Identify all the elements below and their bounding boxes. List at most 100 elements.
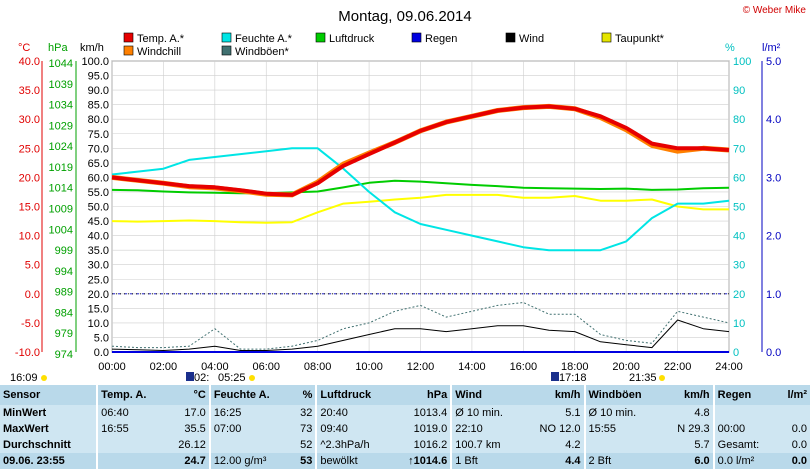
- sunset-time: 21:35: [629, 372, 657, 384]
- temp-tick-label: -5.0: [21, 318, 40, 330]
- pressure-tick-label: 1014: [49, 183, 73, 195]
- header-cell: km/h: [662, 385, 714, 405]
- stats-cell: 73: [300, 423, 313, 435]
- header-cell: l/m²: [776, 385, 810, 405]
- stats-cell: 1016.2: [413, 439, 448, 451]
- stats-cell: 1013.4: [413, 407, 448, 419]
- pressure-tick-label: 1034: [49, 100, 73, 112]
- time-tick-label: 20:00: [612, 361, 640, 373]
- pressure-unit-label: hPa: [48, 42, 68, 54]
- stats-cell: bewölkt: [315, 453, 392, 469]
- temp-tick-label: 30.0: [19, 114, 40, 126]
- legend-label: Wind: [519, 33, 544, 45]
- time-tick-label: 24:00: [715, 361, 743, 373]
- stats-cell: 0.0 l/m²: [712, 453, 777, 469]
- row-label: MinWert: [3, 407, 47, 419]
- stats-cell: 20:40: [315, 405, 392, 421]
- stats-row-avg: Durchschnitt 26.12 52 ^2.3hPa/h 1016.2 1…: [0, 437, 810, 453]
- moon-icon: [551, 372, 559, 381]
- weather-chart: Montag, 09.06.2014 © Weber Mike Temp. A.* F…: [10, 5, 806, 384]
- legend-label: Taupunkt*: [615, 33, 665, 45]
- temp-tick-label: 10.0: [19, 231, 40, 243]
- temp-tick-label: -10.0: [15, 347, 40, 359]
- temp-tick-label: 25.0: [19, 143, 40, 155]
- pressure-tick-label: 1029: [49, 120, 73, 132]
- pressure-tick-label: 1039: [49, 79, 73, 91]
- pressure-tick-label: 989: [55, 287, 73, 299]
- stats-cell: [777, 405, 810, 421]
- time-tick-label: 00:00: [98, 361, 126, 373]
- stats-cell: 52: [300, 439, 313, 451]
- series-line-taupunkt: [111, 193, 729, 224]
- time-tick-label: 14:00: [458, 361, 486, 373]
- wind-tick-label: 95.0: [88, 71, 109, 83]
- stats-cell: ^2.3hPa/h: [315, 437, 392, 453]
- wind-tick-label: 15.0: [88, 303, 109, 315]
- legend-swatch: [601, 32, 612, 43]
- stats-cell: 26.12: [178, 439, 206, 451]
- legend-swatch: [123, 32, 134, 43]
- humidity-tick-label: 40: [733, 231, 745, 243]
- stats-cell: 06:40: [96, 405, 165, 421]
- legend-swatch: [123, 45, 134, 56]
- stats-cell: [208, 437, 292, 453]
- stats-cell: ↑1014.6: [391, 453, 452, 469]
- stats-cell: 00:00: [712, 421, 777, 437]
- stats-cell: 09:40: [315, 421, 392, 437]
- header-cell: hPa: [391, 385, 452, 405]
- stats-cell: 4.8: [694, 407, 710, 419]
- pressure-tick-label: 994: [55, 266, 73, 278]
- stats-cell: Gesamt:: [712, 437, 777, 453]
- wind-tick-label: 0.0: [94, 347, 109, 359]
- time-tick-label: 04:00: [201, 361, 229, 373]
- time-tick-label: 02:00: [150, 361, 178, 373]
- pressure-tick-label: 1004: [49, 224, 73, 236]
- stats-cell: Ø 10 min.: [450, 405, 523, 421]
- sun-icon: [659, 375, 665, 381]
- row-label: 09.06. 23:55: [0, 453, 98, 469]
- legend-swatch: [411, 32, 422, 43]
- stats-cell: 16:55: [96, 421, 165, 437]
- humidity-tick-label: 30: [733, 260, 745, 272]
- row-label: Durchschnitt: [3, 439, 71, 451]
- wind-tick-label: 5.0: [94, 332, 109, 344]
- moon-icon: [186, 372, 194, 381]
- wind-tick-label: 45.0: [88, 216, 109, 228]
- pressure-tick-label: 1019: [49, 162, 73, 174]
- humidity-tick-label: 70: [733, 143, 745, 155]
- wind-tick-label: 50.0: [88, 202, 109, 214]
- header-cell: Luftdruck: [315, 385, 392, 405]
- legend-label: Feuchte A.*: [235, 33, 293, 45]
- series-line-tempa: [111, 104, 730, 197]
- time-tick-label: 22:00: [664, 361, 692, 373]
- moonset-time: 02:: [194, 372, 209, 384]
- stats-cell: NO 12.0: [539, 423, 581, 435]
- stats-cell: [712, 405, 777, 421]
- pressure-tick-label: 1009: [49, 204, 73, 216]
- pressure-tick-label: 1024: [49, 141, 73, 153]
- header-cell: Feuchte A.: [208, 385, 292, 405]
- time-tick-label: 18:00: [561, 361, 589, 373]
- wind-tick-label: 40.0: [88, 231, 109, 243]
- wind-tick-label: 20.0: [88, 289, 109, 301]
- header-cell: Wind: [450, 385, 523, 405]
- sun-icon: [41, 375, 47, 381]
- legend-swatch: [315, 32, 326, 43]
- time-tick-label: 06:00: [252, 361, 280, 373]
- temp-tick-label: 15.0: [19, 202, 40, 214]
- header-cell: Windböen: [583, 385, 663, 405]
- stats-cell: 0.0: [776, 453, 810, 469]
- series-line-luftdruck: [111, 179, 730, 195]
- moonrise-time: 17:18: [559, 372, 587, 384]
- legend-label: Luftdruck: [329, 33, 375, 45]
- stats-cell: 15:55: [583, 421, 663, 437]
- stats-cell: 100.7 km: [450, 437, 523, 453]
- time-tick-label: 08:00: [304, 361, 332, 373]
- wind-tick-label: 65.0: [88, 158, 109, 170]
- stats-cell: N 29.3: [677, 423, 710, 435]
- humidity-tick-label: 100: [733, 56, 751, 68]
- temp-tick-label: 5.0: [25, 260, 40, 272]
- humidity-tick-label: 0: [733, 347, 739, 359]
- stats-cell: 2 Bft: [583, 453, 663, 469]
